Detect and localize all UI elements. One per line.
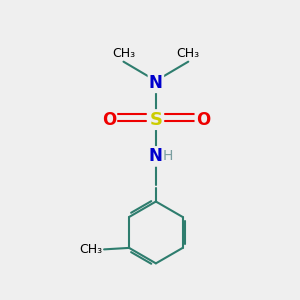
Text: CH₃: CH₃ [80,243,103,256]
Text: S: S [149,111,162,129]
Text: CH₃: CH₃ [112,47,135,60]
Text: O: O [102,111,116,129]
Text: H: H [163,149,173,163]
Text: CH₃: CH₃ [177,47,200,60]
Text: O: O [196,111,210,129]
Text: N: N [149,147,163,165]
Text: N: N [149,74,163,92]
